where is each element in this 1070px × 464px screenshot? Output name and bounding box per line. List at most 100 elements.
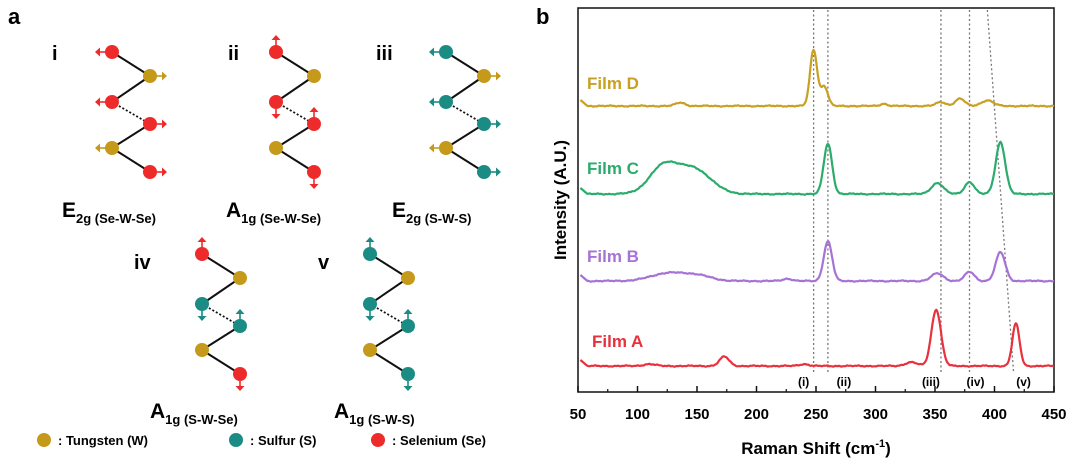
bond [275, 123, 315, 149]
tungsten-atom [143, 69, 157, 83]
tungsten-atom [105, 141, 119, 155]
mode-ii-numeral: ii [228, 43, 239, 65]
arrow-head [235, 386, 245, 391]
spectrum-line [579, 240, 1055, 283]
arrow-head [429, 143, 434, 153]
tungsten-legend-label: : Tungsten (W) [58, 433, 148, 448]
arrow-head [271, 35, 281, 40]
weak-bond [275, 101, 315, 125]
x-tick-label: 400 [982, 406, 1007, 423]
film-label: Film B [587, 247, 639, 266]
sulfur-legend-label: : Sulfur (S) [250, 433, 316, 448]
bond [369, 325, 409, 351]
weak-bond [111, 101, 151, 125]
arrow-head [95, 97, 100, 107]
spectrum-line [579, 308, 1055, 368]
bond [445, 147, 485, 173]
tungsten-atom [233, 271, 247, 285]
film-label: Film C [587, 159, 639, 178]
selenium-legend-dot [371, 433, 385, 447]
reference-lines: (i) (ii) (iii) (iv) (v) [798, 9, 1031, 389]
x-tick-label: 450 [1041, 406, 1066, 423]
reference-line-label: (iv) [967, 375, 985, 389]
mode-iv-numeral: iv [134, 252, 152, 274]
bond [201, 253, 241, 279]
bond [275, 51, 315, 77]
arrow-head [365, 237, 375, 242]
sulfur-atom [439, 95, 453, 109]
arrow-head [162, 119, 167, 129]
arrow-head [197, 237, 207, 242]
x-tick-label: 50 [570, 406, 587, 423]
sulfur-atom [363, 297, 377, 311]
selenium-legend-label: : Selenium (Se) [392, 433, 486, 448]
reference-line-label: (ii) [837, 375, 852, 389]
arrow-head [271, 114, 281, 119]
reference-line-label: (i) [798, 375, 809, 389]
arrow-head [162, 71, 167, 81]
bond [445, 123, 485, 149]
selenium-atom [143, 165, 157, 179]
x-tick-label: 200 [744, 406, 769, 423]
arrow-head [95, 47, 100, 57]
mode-i-numeral: i [52, 43, 58, 65]
mode-i-label: E2g (Se-W-Se) [62, 199, 156, 226]
selenium-atom [105, 95, 119, 109]
selenium-atom [269, 95, 283, 109]
spectrum-line [579, 48, 1055, 108]
arrow-head [429, 47, 434, 57]
mode-v-label: A1g (S-W-S) [334, 400, 415, 427]
panel-b: b (i) (ii) (iii) (iv) (v) Film D Film C Film B… [536, 4, 1067, 458]
sulfur-atom [401, 319, 415, 333]
tungsten-atom [477, 69, 491, 83]
panel-a: a i ii iii iv v E2g (Se-W-Se) A1g (Se-W-… [8, 4, 501, 448]
reference-line-label: (v) [1016, 375, 1031, 389]
tungsten-atom [269, 141, 283, 155]
arrow-head [496, 167, 501, 177]
selenium-atom [143, 117, 157, 131]
reference-line-label: (iii) [922, 375, 940, 389]
tungsten-atom [363, 343, 377, 357]
arrow-head [365, 316, 375, 321]
reference-line [986, 9, 1015, 373]
bond [111, 51, 151, 77]
x-axis-title: Raman Shift (cm-1) [741, 438, 891, 458]
mode-v-numeral: v [318, 252, 330, 274]
sulfur-atom [401, 367, 415, 381]
sulfur-atom [477, 165, 491, 179]
mode-iii-numeral: iii [376, 43, 393, 65]
selenium-atom [269, 45, 283, 59]
arrow-head [235, 309, 245, 314]
x-axis-ticks: 50 100 150 200 250 300 350 400 450 [570, 386, 1067, 423]
panel-b-letter: b [536, 4, 549, 29]
weak-bond [445, 101, 485, 125]
selenium-atom [105, 45, 119, 59]
bond [445, 75, 485, 103]
sulfur-atom [363, 247, 377, 261]
sulfur-atom [195, 297, 209, 311]
selenium-atom [233, 367, 247, 381]
bond [111, 75, 151, 103]
mode-ii-label: A1g (Se-W-Se) [226, 199, 321, 226]
mode-iii-label: E2g (S-W-S) [392, 199, 471, 226]
bond [369, 349, 409, 375]
x-tick-label: 300 [863, 406, 888, 423]
bond [369, 277, 409, 305]
arrow-head [403, 386, 413, 391]
arrow-head [496, 119, 501, 129]
tungsten-atom [439, 141, 453, 155]
tungsten-legend-dot [37, 433, 51, 447]
bond [201, 325, 241, 351]
mode-iv-label: A1g (S-W-Se) [150, 400, 238, 427]
bond [275, 75, 315, 103]
x-tick-label: 100 [625, 406, 650, 423]
bond [445, 51, 485, 77]
sulfur-legend-dot [229, 433, 243, 447]
sulfur-atom [439, 45, 453, 59]
vibration-mode-drawings [95, 35, 501, 391]
film-labels: Film D Film C Film B Film A [587, 74, 643, 351]
x-tick-label: 150 [684, 406, 709, 423]
panel-a-letter: a [8, 4, 21, 29]
arrow-head [95, 143, 100, 153]
spectrum-line [579, 140, 1054, 196]
